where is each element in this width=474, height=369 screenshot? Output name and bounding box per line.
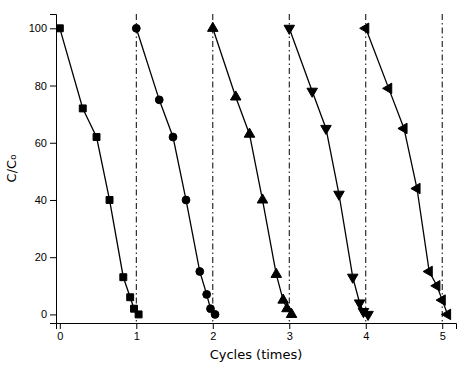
marker — [334, 191, 345, 200]
x-tick: 5 — [440, 323, 446, 342]
marker — [442, 309, 451, 320]
y-tick-label: 0 — [41, 308, 47, 320]
x-axis-line — [57, 324, 457, 330]
x-tick-label: 3 — [287, 330, 293, 342]
marker — [257, 194, 268, 203]
y-axis: 0 20 40 60 80 100 — [29, 15, 57, 324]
y-tick-label: 80 — [35, 80, 47, 92]
y-tick-label: 100 — [29, 22, 47, 34]
series — [132, 24, 219, 318]
marker — [244, 128, 255, 137]
marker — [423, 266, 432, 277]
marker — [431, 281, 440, 292]
series-line — [366, 28, 448, 314]
marker — [208, 22, 219, 31]
marker — [120, 274, 127, 281]
series — [208, 22, 297, 317]
marker — [360, 23, 369, 34]
series-line — [60, 28, 139, 314]
x-tick: 3 — [287, 323, 293, 342]
marker — [286, 308, 297, 317]
marker — [347, 274, 358, 283]
x-tick: 1 — [134, 323, 140, 342]
marker — [363, 311, 374, 320]
marker — [203, 290, 211, 298]
x-tick-label: 2 — [210, 330, 216, 342]
marker — [230, 91, 241, 100]
vertical-line — [442, 14, 443, 323]
y-tick-mark — [50, 314, 56, 315]
marker — [132, 24, 140, 32]
y-tick: 40 — [35, 194, 56, 206]
chart: 0 1 2 3 4 5 0 20 40 60 80 100 Cycles (times) C/C₀ — [0, 0, 474, 369]
marker — [211, 311, 219, 319]
y-tick: 20 — [35, 251, 56, 263]
marker — [155, 96, 163, 104]
y-axis-line — [50, 15, 57, 324]
x-tick: 4 — [363, 323, 369, 342]
y-tick: 0 — [41, 308, 56, 320]
x-tick-mark — [289, 323, 290, 329]
x-tick-mark — [366, 323, 367, 329]
y-tick-label: 60 — [35, 137, 47, 149]
marker — [56, 25, 63, 32]
marker — [127, 294, 134, 301]
series — [284, 25, 373, 320]
marker — [321, 125, 332, 134]
marker — [307, 88, 318, 97]
y-tick-mark — [50, 86, 56, 87]
x-tick: 0 — [57, 323, 63, 342]
x-tick-label: 4 — [363, 330, 369, 342]
y-tick-mark — [50, 257, 56, 258]
marker — [278, 294, 289, 303]
y-tick: 80 — [35, 80, 56, 92]
marker — [135, 311, 142, 318]
y-tick: 100 — [29, 22, 56, 34]
marker — [284, 25, 295, 34]
x-tick-label: 0 — [57, 330, 63, 342]
y-axis-title: C/C₀ — [4, 155, 19, 183]
series-line — [136, 28, 215, 314]
marker — [398, 123, 407, 134]
x-tick: 2 — [210, 323, 216, 342]
x-tick-mark — [442, 323, 443, 329]
x-tick-label: 5 — [440, 330, 446, 342]
x-tick-mark — [136, 323, 137, 329]
y-tick-label: 40 — [35, 194, 47, 206]
x-axis-title: Cycles (times) — [210, 347, 303, 362]
marker — [383, 83, 392, 94]
x-axis: 0 1 2 3 4 5 — [57, 323, 457, 342]
y-tick: 60 — [35, 137, 56, 149]
marker — [436, 295, 445, 306]
vertical-line — [212, 14, 213, 323]
marker — [271, 268, 282, 277]
marker — [354, 300, 365, 309]
marker — [93, 134, 100, 141]
y-tick-mark — [50, 28, 56, 29]
marker — [79, 105, 86, 112]
marker — [196, 268, 204, 276]
x-tick-mark — [60, 323, 61, 329]
marker — [169, 133, 177, 141]
marker — [106, 197, 113, 204]
x-tick-mark — [213, 323, 214, 329]
y-tick-label: 20 — [35, 251, 47, 263]
series — [360, 23, 451, 320]
plot: 0 1 2 3 4 5 0 20 40 60 80 100 — [29, 14, 457, 342]
data-area — [56, 14, 450, 323]
x-tick-label: 1 — [134, 330, 140, 342]
vertical-line — [289, 14, 290, 323]
series — [56, 25, 142, 318]
marker — [182, 196, 190, 204]
vertical-line — [365, 14, 366, 323]
vertical-line — [136, 14, 137, 323]
y-tick-mark — [50, 143, 56, 144]
y-tick-mark — [50, 200, 56, 201]
marker — [411, 183, 420, 194]
series-line — [213, 28, 292, 314]
series-line — [289, 28, 368, 314]
